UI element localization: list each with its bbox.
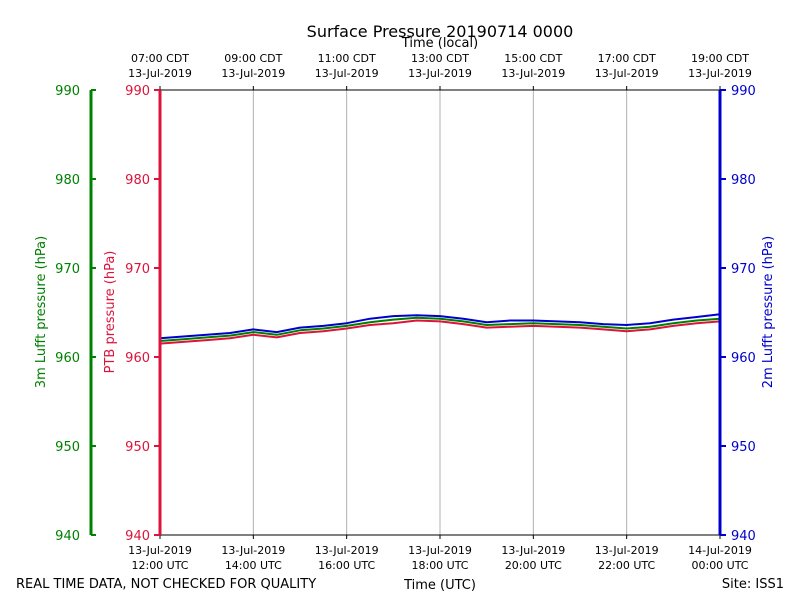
x-tick-label-utc-date: 13-Jul-2019 [128, 544, 192, 557]
x-tick-label-local-date: 13-Jul-2019 [408, 67, 472, 80]
x-tick-label-local-time: 11:00 CDT [318, 52, 376, 65]
inner-left-axis-label: PTB pressure (hPa) [103, 251, 118, 374]
grid-lines [252, 90, 628, 535]
y-tick-label-right: 960 [731, 351, 756, 366]
x-tick-label-utc-date: 13-Jul-2019 [315, 544, 379, 557]
y-tick-label-right: 950 [731, 440, 756, 455]
y-tick-label-outer-left: 950 [55, 440, 80, 455]
y-tick-label-outer-left: 980 [55, 173, 80, 188]
y-tick-label-outer-left: 940 [55, 529, 80, 544]
x-tick-label-local-date: 13-Jul-2019 [315, 67, 379, 80]
x-tick-label-utc-time: 20:00 UTC [505, 559, 562, 572]
series-line-2m-lufft-pressure [159, 313, 721, 340]
y-tick-label-inner-left: 960 [125, 351, 150, 366]
y-tick-label-inner-left: 980 [125, 173, 150, 188]
x-tick-label-local-time: 07:00 CDT [131, 52, 189, 65]
y-tick-label-right: 940 [731, 529, 756, 544]
y-tick-label-right: 970 [731, 262, 756, 277]
series-layer [159, 313, 721, 345]
x-tick-label-local-date: 13-Jul-2019 [595, 67, 659, 80]
x-tick-label-local-time: 15:00 CDT [504, 52, 562, 65]
axis-ticks: 13-Jul-2019 12:00 UTC 07:00 CDT 13-Jul-2019… [55, 52, 756, 572]
chart-title: Surface Pressure 20190714 0000 [307, 22, 574, 41]
x-tick-label-local-time: 17:00 CDT [598, 52, 656, 65]
x-tick-label-utc-time: 14:00 UTC [225, 559, 282, 572]
x-tick-label-utc-date: 13-Jul-2019 [408, 544, 472, 557]
x-tick-label-utc-time: 16:00 UTC [318, 559, 375, 572]
x-tick-label-utc-time: 00:00 UTC [691, 559, 748, 572]
y-tick-label-inner-left: 990 [125, 84, 150, 99]
y-tick-label-inner-left: 950 [125, 440, 150, 455]
x-tick-label-utc-time: 22:00 UTC [598, 559, 655, 572]
right-axis-label: 2m Lufft pressure (hPa) [761, 236, 776, 388]
x-tick-label-local-date: 13-Jul-2019 [128, 67, 192, 80]
x-tick-label-utc-time: 18:00 UTC [411, 559, 468, 572]
x-tick-label-utc-time: 12:00 UTC [131, 559, 188, 572]
y-tick-label-right: 990 [731, 84, 756, 99]
x-tick-label-local-date: 13-Jul-2019 [221, 67, 285, 80]
outer-left-axis-label: 3m Lufft pressure (hPa) [34, 236, 49, 388]
top-axis-label: Time (local) [401, 36, 478, 51]
y-tick-label-right: 980 [731, 173, 756, 188]
y-tick-label-inner-left: 940 [125, 529, 150, 544]
site-label: Site: ISS1 [722, 577, 784, 592]
x-tick-label-utc-date: 13-Jul-2019 [595, 544, 659, 557]
x-tick-label-local-date: 13-Jul-2019 [688, 67, 752, 80]
x-tick-label-utc-date: 13-Jul-2019 [501, 544, 565, 557]
x-tick-label-utc-date: 14-Jul-2019 [688, 544, 752, 557]
x-tick-label-local-time: 09:00 CDT [224, 52, 282, 65]
y-tick-label-outer-left: 960 [55, 351, 80, 366]
x-tick-label-local-time: 13:00 CDT [411, 52, 469, 65]
x-tick-label-local-time: 19:00 CDT [691, 52, 749, 65]
x-tick-label-local-date: 13-Jul-2019 [501, 67, 565, 80]
y-tick-label-outer-left: 970 [55, 262, 80, 277]
series-line-ptb-pressure [159, 319, 721, 345]
quality-disclaimer: REAL TIME DATA, NOT CHECKED FOR QUALITY [16, 577, 316, 592]
bottom-axis-label: Time (UTC) [403, 578, 476, 593]
y-tick-label-inner-left: 970 [125, 262, 150, 277]
x-tick-label-utc-date: 13-Jul-2019 [221, 544, 285, 557]
y-tick-label-outer-left: 990 [55, 84, 80, 99]
series-line-3m-lufft-pressure [159, 316, 721, 342]
